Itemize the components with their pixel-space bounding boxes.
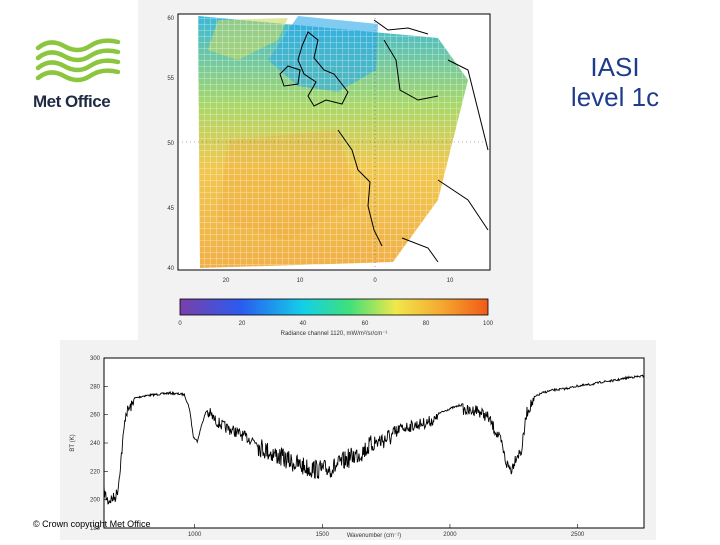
y-tick-label: 220 (90, 469, 101, 475)
y-tick-label: 240 (90, 441, 101, 447)
title-line-1: IASI (590, 52, 640, 82)
radiance-map-panel: 60 55 50 45 40 20 10 0 10 0 20 40 60 80 … (138, 0, 533, 342)
y-tick-label: 260 (90, 413, 101, 419)
radiance-map: 60 55 50 45 40 20 10 0 10 0 20 40 60 80 … (167, 13, 494, 337)
x-tick-label: 2500 (571, 532, 585, 538)
colorbar (179, 298, 489, 316)
colorbar-tick-label: 60 (362, 321, 369, 327)
lat-tick-label: 55 (167, 76, 174, 82)
spectrum-chart-panel: 300 280 260 240 220 200 180 1000 1500 2000 2500 B… (60, 340, 656, 540)
lat-tick-label: 45 (167, 206, 174, 212)
colorbar-tick-label: 100 (483, 321, 494, 327)
y-tick-label: 180 (90, 526, 101, 532)
x-axis: 1000 1500 2000 2500 (188, 524, 585, 538)
x-tick-label: 1500 (316, 532, 330, 538)
colorbar-tick-label: 0 (178, 321, 182, 327)
colorbar-tick-label: 80 (423, 321, 430, 327)
title-line-2: level 1c (570, 82, 660, 112)
lon-tick-label: 0 (373, 278, 377, 284)
copyright-notice: © Crown copyright Met Office (33, 519, 151, 529)
x-tick-label: 1000 (188, 532, 202, 538)
y-axis: 300 280 260 240 220 200 180 (90, 356, 108, 532)
slide-title: IASI level 1c (540, 52, 690, 112)
spectrum-chart: 300 280 260 240 220 200 180 1000 1500 2000 2500 B… (70, 356, 645, 539)
colorbar-label: Radiance channel 1120, mW/m²/sr/cm⁻¹ (281, 331, 388, 337)
lat-tick-label: 50 (167, 141, 174, 147)
lat-tick-label: 60 (167, 16, 174, 22)
lon-tick-label: 20 (223, 278, 230, 284)
y-tick-label: 280 (90, 384, 101, 390)
logo-text: Met Office (33, 92, 111, 111)
lon-tick-label: 10 (297, 278, 304, 284)
radiance-swath (198, 16, 468, 268)
lat-tick-label: 40 (167, 266, 174, 272)
y-tick-label: 300 (90, 356, 101, 362)
met-office-logo (35, 38, 121, 83)
colorbar-tick-label: 20 (239, 321, 246, 327)
y-axis-label: BT (K) (70, 434, 76, 451)
graticule (178, 14, 490, 270)
lon-tick-label: 10 (447, 278, 454, 284)
coastlines (279, 19, 489, 263)
x-axis-label: Wavenumber (cm⁻¹) (347, 533, 401, 539)
colorbar-tick-label: 40 (300, 321, 307, 327)
x-tick-label: 2000 (443, 532, 457, 538)
y-tick-label: 200 (90, 498, 101, 504)
bt-spectrum-line (103, 374, 645, 505)
logo-waves-icon (35, 38, 121, 83)
